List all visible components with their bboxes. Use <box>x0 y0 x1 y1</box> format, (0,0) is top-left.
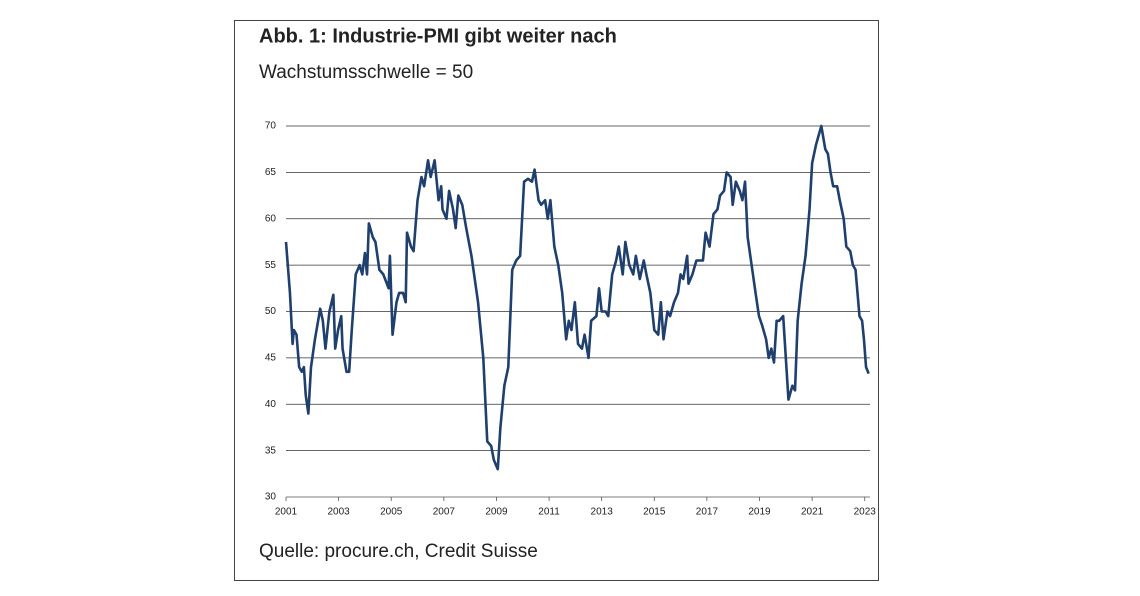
x-tick-label: 2009 <box>485 507 508 518</box>
y-tick-label: 45 <box>265 353 277 364</box>
x-tick-label: 2011 <box>538 507 560 518</box>
y-tick-label: 65 <box>265 167 277 178</box>
x-tick-label: 2003 <box>327 507 350 518</box>
y-tick-label: 60 <box>265 213 277 224</box>
x-tick-label: 2021 <box>801 507 824 518</box>
frame <box>234 20 879 581</box>
y-tick-label: 50 <box>265 306 277 317</box>
source-note: Quelle: procure.ch, Credit Suisse <box>259 541 538 562</box>
y-tick-label: 30 <box>265 492 277 503</box>
x-tick-label: 2017 <box>696 507 719 518</box>
chart-subtitle: Wachstumsschwelle = 50 <box>259 62 473 83</box>
x-tick-label: 2005 <box>380 507 403 518</box>
x-tick-label: 2015 <box>643 507 666 518</box>
x-tick-label: 2013 <box>591 507 614 518</box>
y-tick-label: 35 <box>265 445 277 456</box>
x-tick-label: 2023 <box>854 507 877 518</box>
data-line <box>284 124 870 471</box>
chart-title: Abb. 1: Industrie-PMI gibt weiter nach <box>259 25 617 47</box>
y-tick-label: 55 <box>265 260 277 271</box>
x-tick-label: 2001 <box>275 507 298 518</box>
y-tick-label: 70 <box>265 121 277 132</box>
y-tick-label: 40 <box>265 399 277 410</box>
x-tick-label: 2007 <box>433 507 456 518</box>
x-tick-label: 2019 <box>748 507 771 518</box>
